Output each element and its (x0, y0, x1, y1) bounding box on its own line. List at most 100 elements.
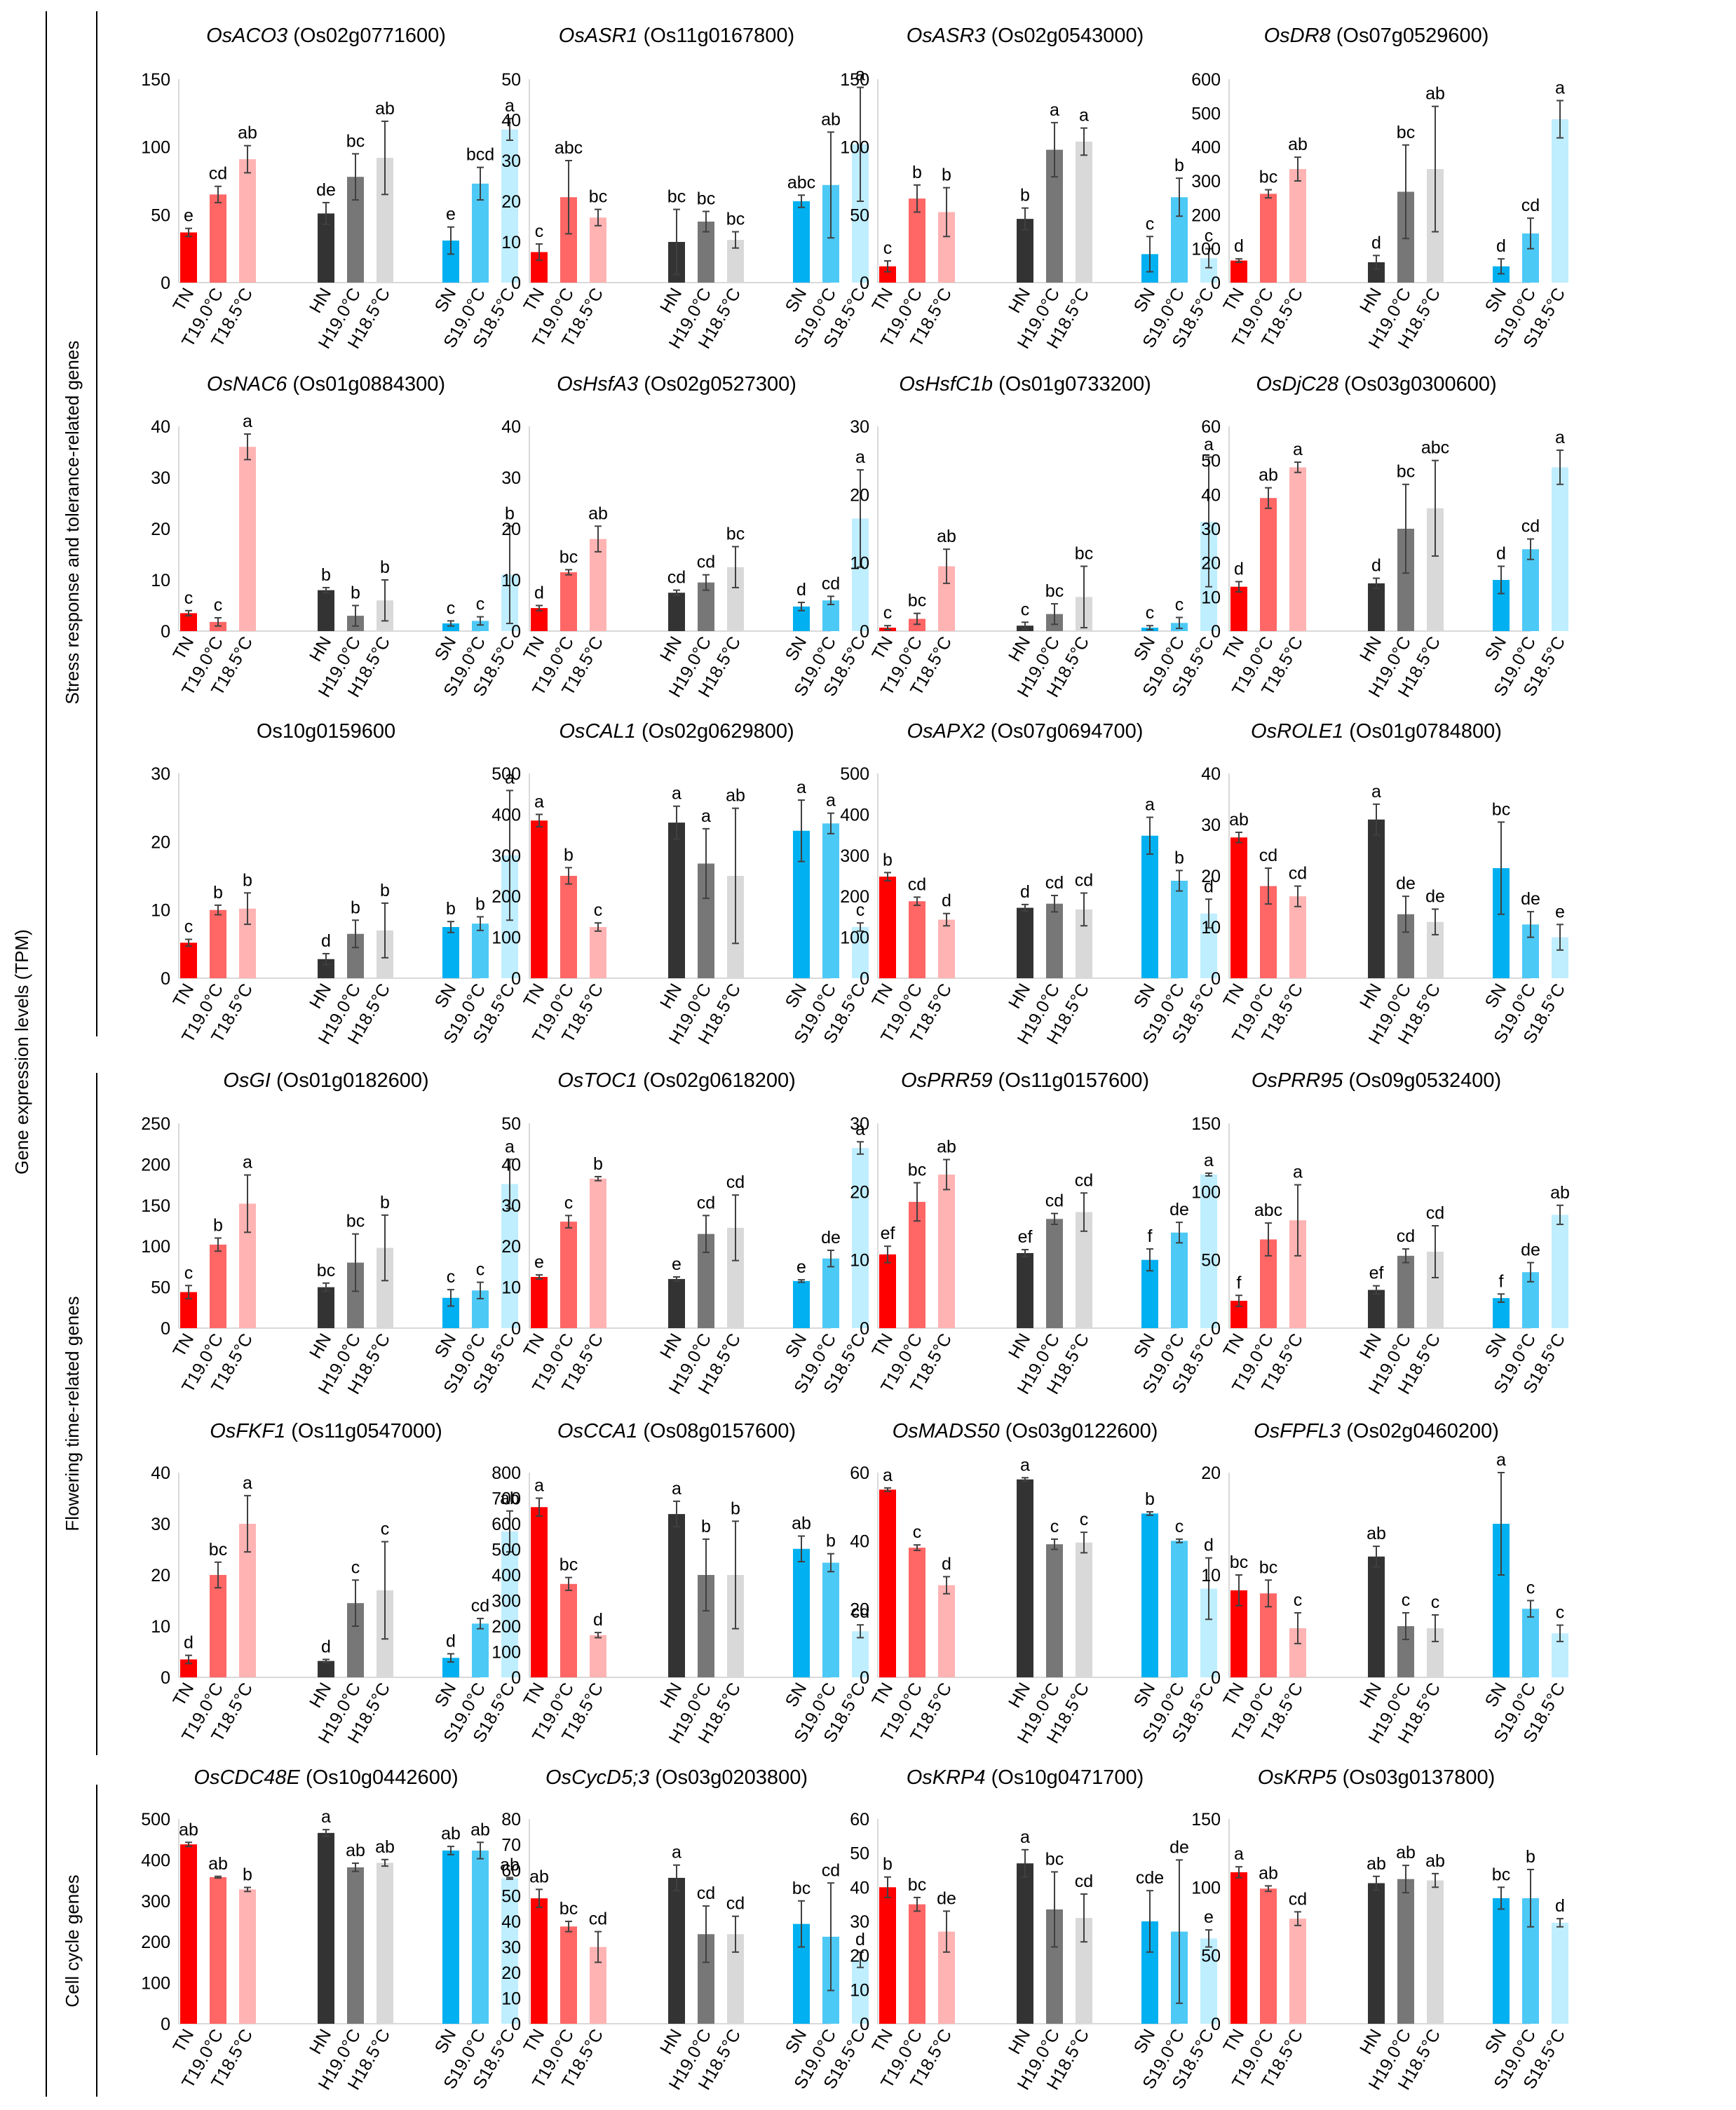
category-label: HN (306, 980, 335, 1012)
bar-6 (1493, 1298, 1510, 1328)
chart-title: Os10g0159600 (257, 720, 395, 743)
category-label: TN (169, 633, 198, 663)
y-tick-label: 60 (850, 1810, 869, 1830)
significance-letter: b (446, 899, 456, 919)
category-label: HN (306, 285, 335, 316)
y-tick-label: 0 (860, 2015, 869, 2034)
y-tick-label: 20 (850, 1947, 869, 1966)
significance-letter: cd (667, 568, 686, 588)
significance-letter: bc (1045, 1849, 1064, 1869)
bar-3 (1368, 1556, 1385, 1677)
significance-letter: ab (500, 1489, 520, 1508)
y-tick-label: 40 (501, 1912, 521, 1932)
significance-letter: a (243, 1153, 252, 1172)
significance-letter: c (535, 222, 544, 241)
significance-letter: bc (1045, 581, 1064, 601)
y-tick-label: 20 (501, 520, 521, 539)
category-label: SN (782, 2026, 811, 2057)
category-label: TN (520, 633, 548, 663)
significance-letter: b (380, 1193, 390, 1212)
significance-letter: ab (470, 1820, 490, 1839)
y-tick-label: 100 (1191, 1182, 1221, 1202)
significance-letter: bc (317, 1261, 335, 1280)
significance-letter: ef (1369, 1264, 1384, 1283)
y-tick-label: 50 (501, 1887, 521, 1907)
significance-letter: e (1204, 1907, 1214, 1927)
bar-3 (1368, 1290, 1385, 1328)
significance-letter: c (1294, 1590, 1303, 1610)
bar-1 (1260, 1888, 1277, 2024)
significance-letter: de (937, 1888, 956, 1908)
significance-letter: cd (822, 574, 840, 593)
category-label: TN (868, 285, 897, 315)
bar-8 (852, 1631, 869, 1677)
significance-letter: ab (1288, 135, 1308, 154)
y-tick-label: 10 (501, 233, 521, 252)
significance-letter: cd (1075, 1170, 1093, 1190)
category-label: HN (1005, 1330, 1034, 1362)
chart-title: OsMADS50 (Os03g0122600) (893, 1420, 1158, 1442)
significance-letter: d (1371, 556, 1381, 576)
significance-letter: e (446, 205, 456, 224)
significance-letter: d (942, 891, 951, 911)
significance-letter: de (1521, 1240, 1540, 1260)
category-label: SN (1481, 633, 1511, 664)
y-tick-label: 30 (151, 1515, 170, 1534)
y-tick-label: 0 (860, 969, 869, 989)
significance-letter: c (1021, 600, 1030, 619)
significance-letter: bcd (466, 145, 494, 165)
chart-title: OsDR8 (Os07g0529600) (1264, 25, 1489, 47)
significance-letter: a (505, 1137, 515, 1156)
significance-letter: ab (726, 786, 745, 806)
chart-panel-osasr3: OsASR3 (Os02g0543000)050100150cTNbT19.0°… (840, 25, 1218, 352)
bar-6 (793, 201, 810, 283)
y-tick-label: 40 (1201, 764, 1221, 784)
y-tick-label: 50 (1201, 1947, 1221, 1966)
category-label: SN (782, 285, 811, 316)
y-tick-label: 10 (1201, 918, 1221, 938)
y-tick-label: 50 (1201, 1251, 1221, 1271)
significance-letter: a (1204, 435, 1214, 454)
y-tick-label: 30 (501, 1196, 521, 1216)
significance-letter: cd (1397, 1226, 1415, 1246)
bar-7 (1171, 1232, 1188, 1328)
significance-letter: bc (1259, 168, 1277, 187)
bar-7 (472, 621, 489, 631)
bar-1 (210, 1244, 226, 1328)
significance-letter: b (912, 163, 922, 182)
y-tick-label: 30 (850, 417, 869, 437)
bar-8 (1200, 1175, 1217, 1328)
category-label: TN (169, 1330, 198, 1360)
significance-letter: d (184, 1633, 194, 1653)
y-tick-label: 0 (511, 622, 521, 642)
bar-1 (210, 1876, 226, 2024)
y-tick-label: 100 (1191, 240, 1221, 259)
y-tick-label: 40 (151, 417, 170, 437)
y-tick-label: 30 (501, 151, 521, 171)
bar-4 (1046, 903, 1063, 978)
chart-title: OsTOC1 (Os02g0618200) (557, 1069, 796, 1092)
bar-3 (318, 1661, 334, 1677)
y-tick-label: 20 (151, 832, 170, 852)
significance-letter: ef (881, 1224, 895, 1243)
significance-letter: de (1521, 889, 1540, 909)
bar-1 (1260, 194, 1277, 283)
significance-letter: d (1234, 236, 1244, 256)
bar-7 (1522, 549, 1539, 631)
chart-panel-ostoc1: OsTOC1 (Os02g0618200)01020304050eTNcT19.… (501, 1069, 869, 1398)
significance-letter: c (1175, 1517, 1184, 1536)
category-label: TN (1219, 285, 1248, 315)
significance-letter: a (243, 412, 252, 431)
significance-letter: cd (1075, 871, 1093, 891)
bar-3 (1017, 1252, 1033, 1328)
bar-2 (239, 1889, 256, 2024)
chart-panel-oskrp4: OsKRP4 (Os10g0471700)0102030405060bTNbcT… (850, 1766, 1218, 2093)
category-label: TN (169, 2026, 198, 2056)
significance-letter: de (1396, 874, 1416, 893)
significance-letter: b (505, 503, 515, 523)
bar-0 (879, 1254, 896, 1328)
chart-panel-osgi: OsGI (Os01g0182600)050100150200250cTNbT1… (141, 1069, 519, 1398)
significance-letter: cd (726, 1894, 745, 1914)
bar-7 (822, 1258, 839, 1328)
bar-2 (938, 919, 955, 978)
